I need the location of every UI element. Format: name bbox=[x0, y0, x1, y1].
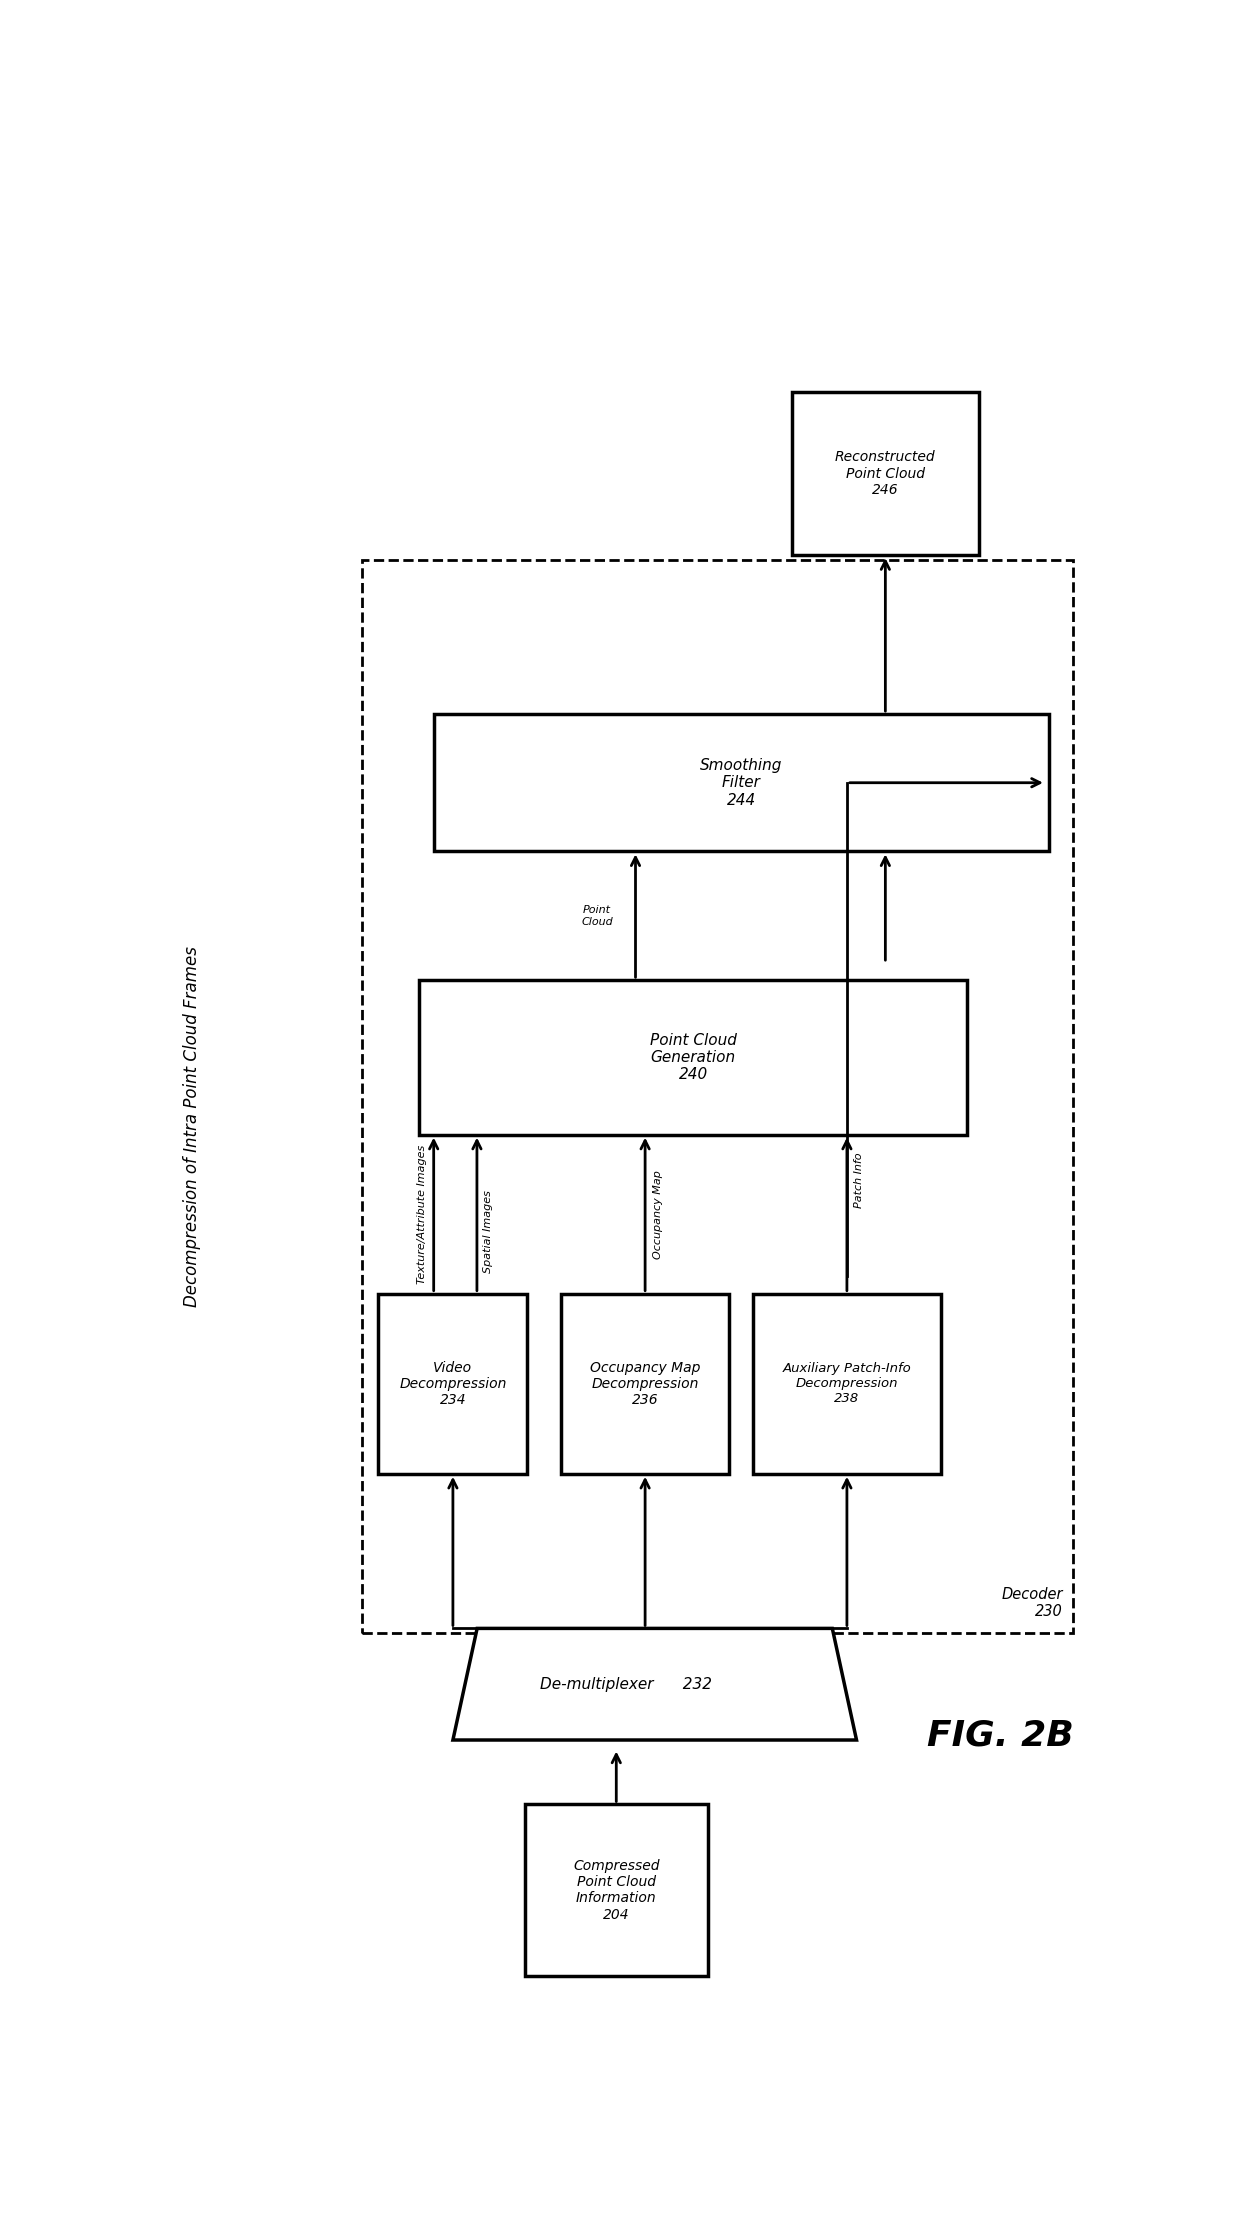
Bar bbox=[419, 981, 967, 1135]
Text: Video
Decompression
234: Video Decompression 234 bbox=[399, 1360, 507, 1407]
Bar bbox=[378, 1293, 527, 1474]
Bar bbox=[560, 1293, 729, 1474]
Polygon shape bbox=[453, 1628, 857, 1739]
Bar bbox=[362, 560, 1073, 1632]
Text: Point
Cloud: Point Cloud bbox=[582, 905, 613, 928]
Bar bbox=[434, 714, 1049, 852]
Text: FIG. 2B: FIG. 2B bbox=[928, 1719, 1074, 1753]
Text: Spatial Images: Spatial Images bbox=[484, 1191, 494, 1273]
Text: Smoothing
Filter
244: Smoothing Filter 244 bbox=[701, 758, 782, 807]
Text: Decompression of Intra Point Cloud Frames: Decompression of Intra Point Cloud Frame… bbox=[182, 946, 201, 1307]
Text: Texture/Attribute Images: Texture/Attribute Images bbox=[417, 1144, 427, 1284]
Text: Auxiliary Patch-Info
Decompression
238: Auxiliary Patch-Info Decompression 238 bbox=[782, 1363, 911, 1405]
Bar bbox=[753, 1293, 941, 1474]
Text: De-multiplexer      232: De-multiplexer 232 bbox=[539, 1677, 712, 1693]
Text: Occupancy Map
Decompression
236: Occupancy Map Decompression 236 bbox=[590, 1360, 701, 1407]
Text: Decoder
230: Decoder 230 bbox=[1002, 1586, 1063, 1619]
Text: Reconstructed
Point Cloud
246: Reconstructed Point Cloud 246 bbox=[835, 450, 936, 497]
Bar bbox=[791, 392, 980, 555]
Text: Occupancy Map: Occupancy Map bbox=[652, 1171, 662, 1258]
Text: Patch Info: Patch Info bbox=[854, 1153, 864, 1209]
Text: Point Cloud
Generation
240: Point Cloud Generation 240 bbox=[650, 1032, 737, 1082]
Bar bbox=[525, 1804, 708, 1976]
Text: Compressed
Point Cloud
Information
204: Compressed Point Cloud Information 204 bbox=[573, 1860, 660, 1922]
